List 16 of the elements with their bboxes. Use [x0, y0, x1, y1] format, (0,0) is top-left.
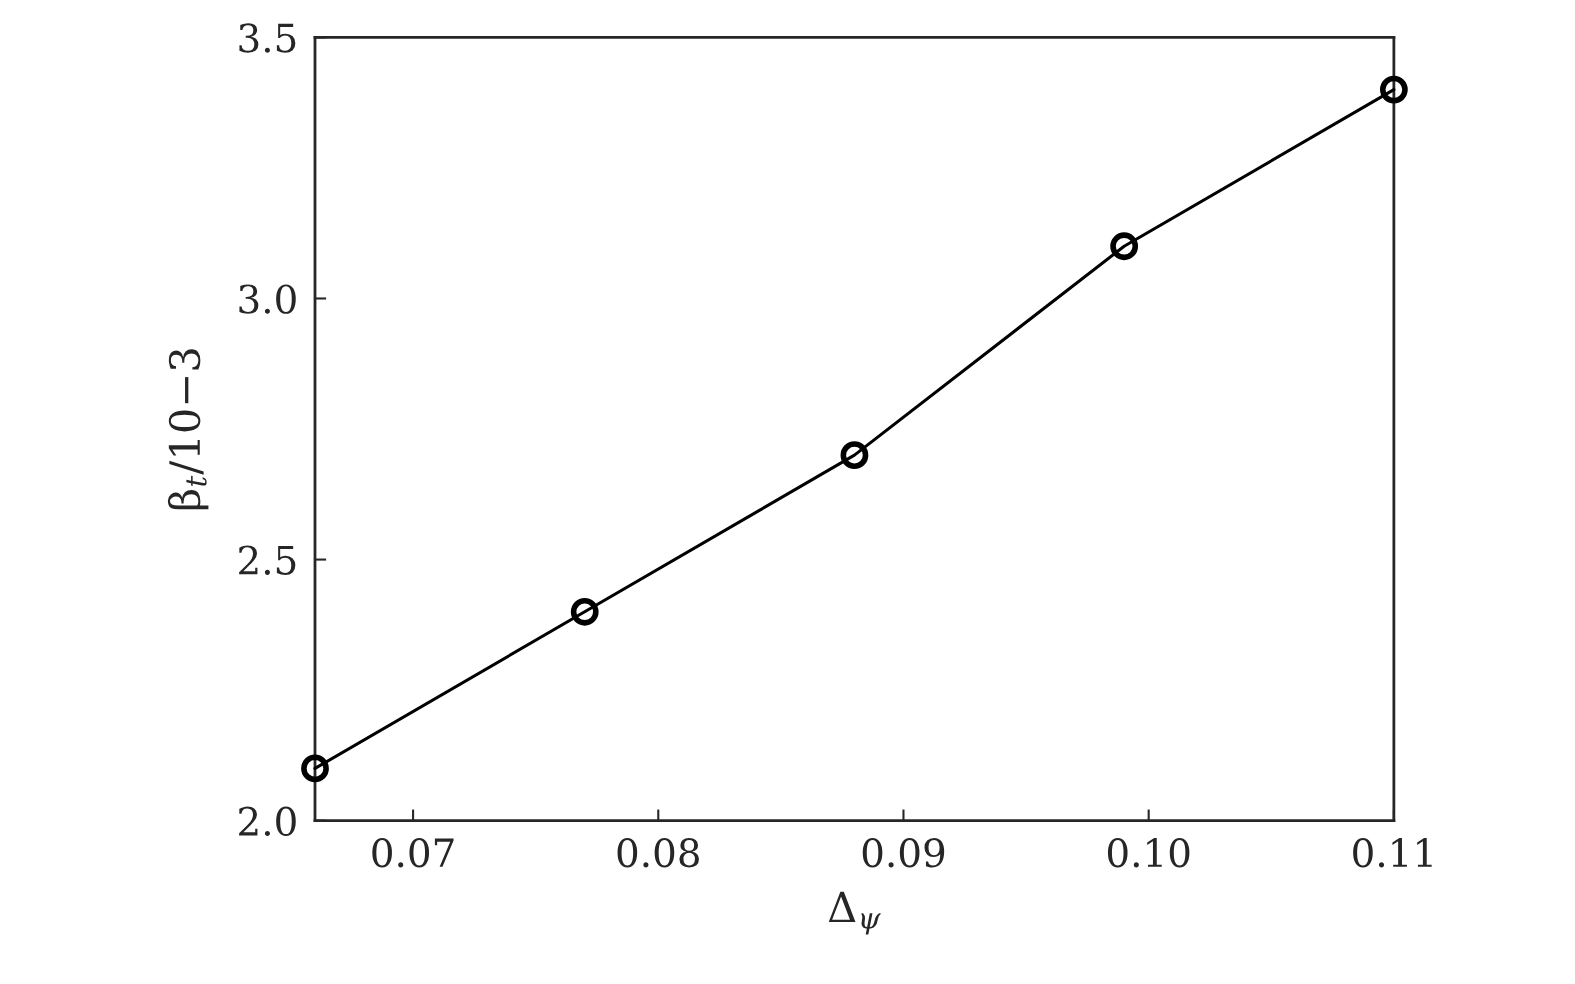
y-tick-label: 3.0 [239, 284, 296, 314]
point [1110, 232, 1139, 261]
y-tick-label: 3.5 [239, 23, 296, 53]
x-axis-title: Δ$_{ψ}$ [828, 891, 881, 935]
point [570, 597, 599, 626]
point [1379, 75, 1408, 104]
y-tick-label: 2.0 [239, 806, 296, 836]
x-tick-label: 0.10 [1107, 838, 1190, 868]
x-tick-label: 0.11 [1353, 838, 1432, 868]
x-tick-label: 0.08 [617, 838, 699, 868]
y-axis-title: β$_{t}$/10−3 [167, 349, 209, 510]
y-tick-label: 2.5 [239, 545, 296, 575]
point [840, 441, 869, 470]
point [301, 754, 329, 783]
x-tick-label: 0.09 [862, 838, 945, 868]
x-tick-label: 0.07 [372, 838, 454, 868]
